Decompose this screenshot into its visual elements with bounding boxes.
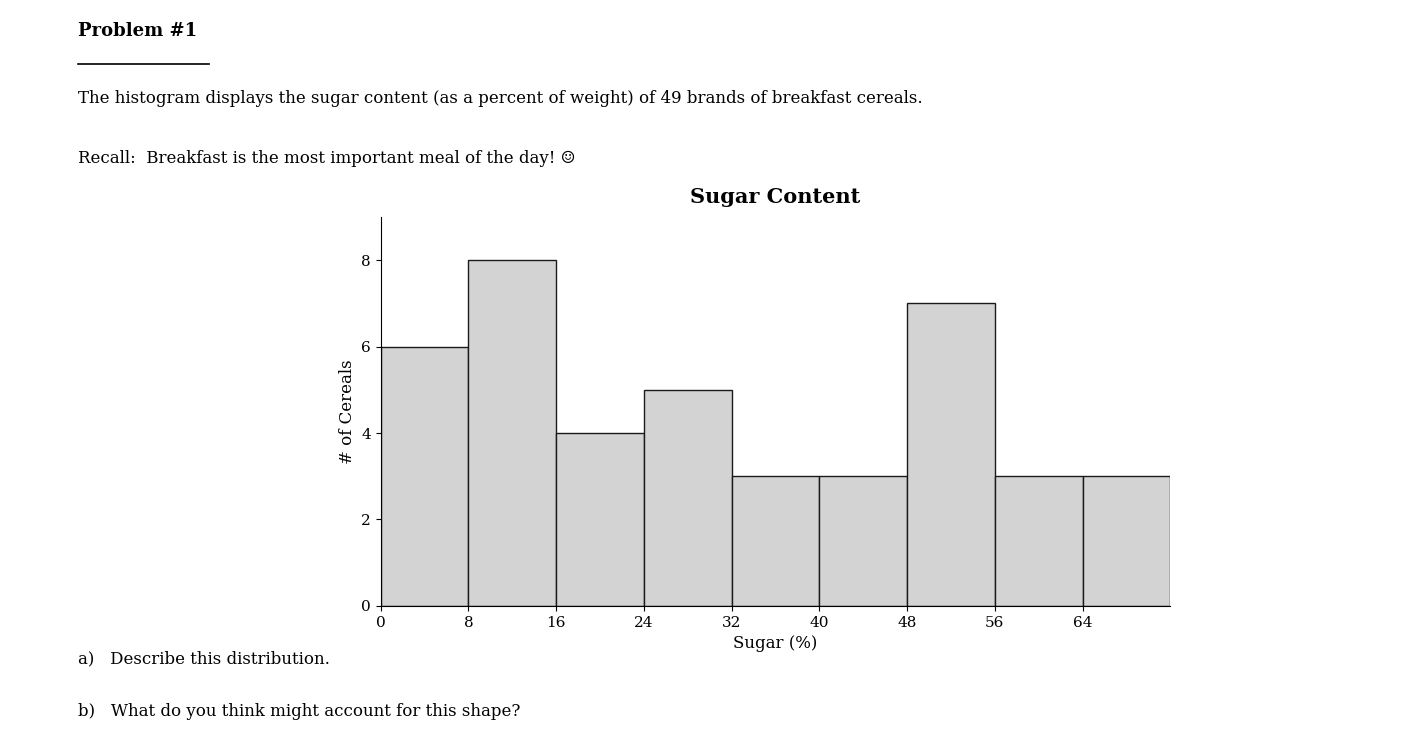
Bar <box>732 476 819 606</box>
Y-axis label: # of Cereals: # of Cereals <box>338 359 355 464</box>
Bar <box>644 390 732 606</box>
Text: b)   What do you think might account for this shape?: b) What do you think might account for t… <box>78 703 520 720</box>
Bar <box>556 433 644 606</box>
Title: Sugar Content: Sugar Content <box>691 187 860 207</box>
X-axis label: Sugar (%): Sugar (%) <box>733 635 818 652</box>
Bar <box>907 304 995 606</box>
Bar <box>381 346 468 606</box>
Text: Recall:  Breakfast is the most important meal of the day! ☺: Recall: Breakfast is the most important … <box>78 150 575 167</box>
Bar <box>995 476 1083 606</box>
Text: a)   Describe this distribution.: a) Describe this distribution. <box>78 651 330 668</box>
Text: Problem #1: Problem #1 <box>78 22 196 40</box>
Bar <box>819 476 907 606</box>
Text: The histogram displays the sugar content (as a percent of weight) of 49 brands o: The histogram displays the sugar content… <box>78 90 922 107</box>
Bar <box>468 260 556 606</box>
Bar <box>1083 476 1170 606</box>
